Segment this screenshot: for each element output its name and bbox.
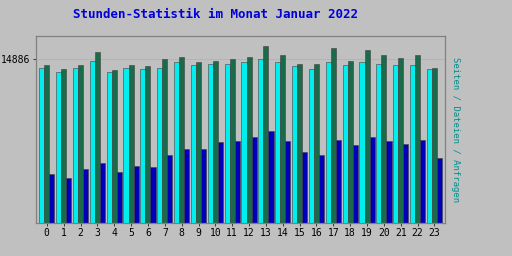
Bar bbox=[259, 59, 263, 256]
Bar bbox=[112, 70, 117, 256]
Bar bbox=[167, 155, 173, 256]
Bar bbox=[151, 167, 156, 256]
Bar bbox=[134, 166, 139, 256]
Bar bbox=[66, 178, 71, 256]
Bar bbox=[370, 137, 375, 256]
Bar bbox=[292, 66, 297, 256]
Bar bbox=[218, 142, 223, 256]
Bar bbox=[359, 62, 365, 256]
Bar bbox=[78, 65, 83, 256]
Bar bbox=[179, 57, 184, 256]
Bar bbox=[44, 65, 49, 256]
Bar bbox=[376, 63, 381, 256]
Bar bbox=[123, 68, 129, 256]
Bar bbox=[326, 62, 331, 256]
Bar bbox=[191, 65, 196, 256]
Bar bbox=[331, 48, 336, 256]
Bar bbox=[381, 55, 387, 256]
Bar bbox=[319, 155, 324, 256]
Bar bbox=[73, 68, 78, 256]
Bar bbox=[275, 62, 280, 256]
Bar bbox=[49, 174, 54, 256]
Bar bbox=[140, 69, 145, 256]
Bar bbox=[213, 61, 218, 256]
Bar bbox=[251, 137, 257, 256]
Bar bbox=[247, 57, 251, 256]
Bar bbox=[398, 58, 403, 256]
Bar bbox=[90, 61, 95, 256]
Bar bbox=[184, 149, 189, 256]
Bar bbox=[268, 131, 273, 256]
Bar bbox=[427, 69, 432, 256]
Bar bbox=[242, 62, 247, 256]
Bar bbox=[437, 158, 442, 256]
Text: Stunden-Statistik im Monat Januar 2022: Stunden-Statistik im Monat Januar 2022 bbox=[73, 8, 357, 21]
Bar bbox=[157, 68, 162, 256]
Bar bbox=[403, 144, 409, 256]
Bar bbox=[393, 65, 398, 256]
Bar bbox=[415, 55, 420, 256]
Bar bbox=[343, 65, 348, 256]
Bar bbox=[285, 141, 290, 256]
Bar bbox=[95, 52, 100, 256]
Bar bbox=[106, 72, 112, 256]
Bar bbox=[353, 145, 358, 256]
Bar bbox=[100, 163, 105, 256]
Bar bbox=[309, 69, 314, 256]
Bar bbox=[196, 62, 201, 256]
Bar bbox=[56, 72, 61, 256]
Bar bbox=[162, 59, 167, 256]
Bar bbox=[302, 152, 307, 256]
Bar bbox=[336, 140, 341, 256]
Bar bbox=[314, 63, 319, 256]
Bar bbox=[263, 46, 268, 256]
Bar bbox=[420, 140, 425, 256]
Bar bbox=[129, 65, 134, 256]
Bar bbox=[225, 63, 230, 256]
Bar bbox=[61, 69, 66, 256]
Bar bbox=[208, 63, 213, 256]
Bar bbox=[174, 62, 179, 256]
Bar bbox=[365, 50, 370, 256]
Bar bbox=[432, 68, 437, 256]
Y-axis label: Seiten / Dateien / Anfragen: Seiten / Dateien / Anfragen bbox=[451, 57, 460, 202]
Bar bbox=[39, 68, 44, 256]
Bar bbox=[234, 141, 240, 256]
Bar bbox=[297, 63, 302, 256]
Bar bbox=[145, 66, 151, 256]
Bar bbox=[201, 149, 206, 256]
Bar bbox=[387, 141, 392, 256]
Bar bbox=[83, 169, 88, 256]
Bar bbox=[117, 172, 122, 256]
Bar bbox=[280, 55, 285, 256]
Bar bbox=[230, 59, 234, 256]
Bar bbox=[348, 61, 353, 256]
Bar bbox=[410, 65, 415, 256]
